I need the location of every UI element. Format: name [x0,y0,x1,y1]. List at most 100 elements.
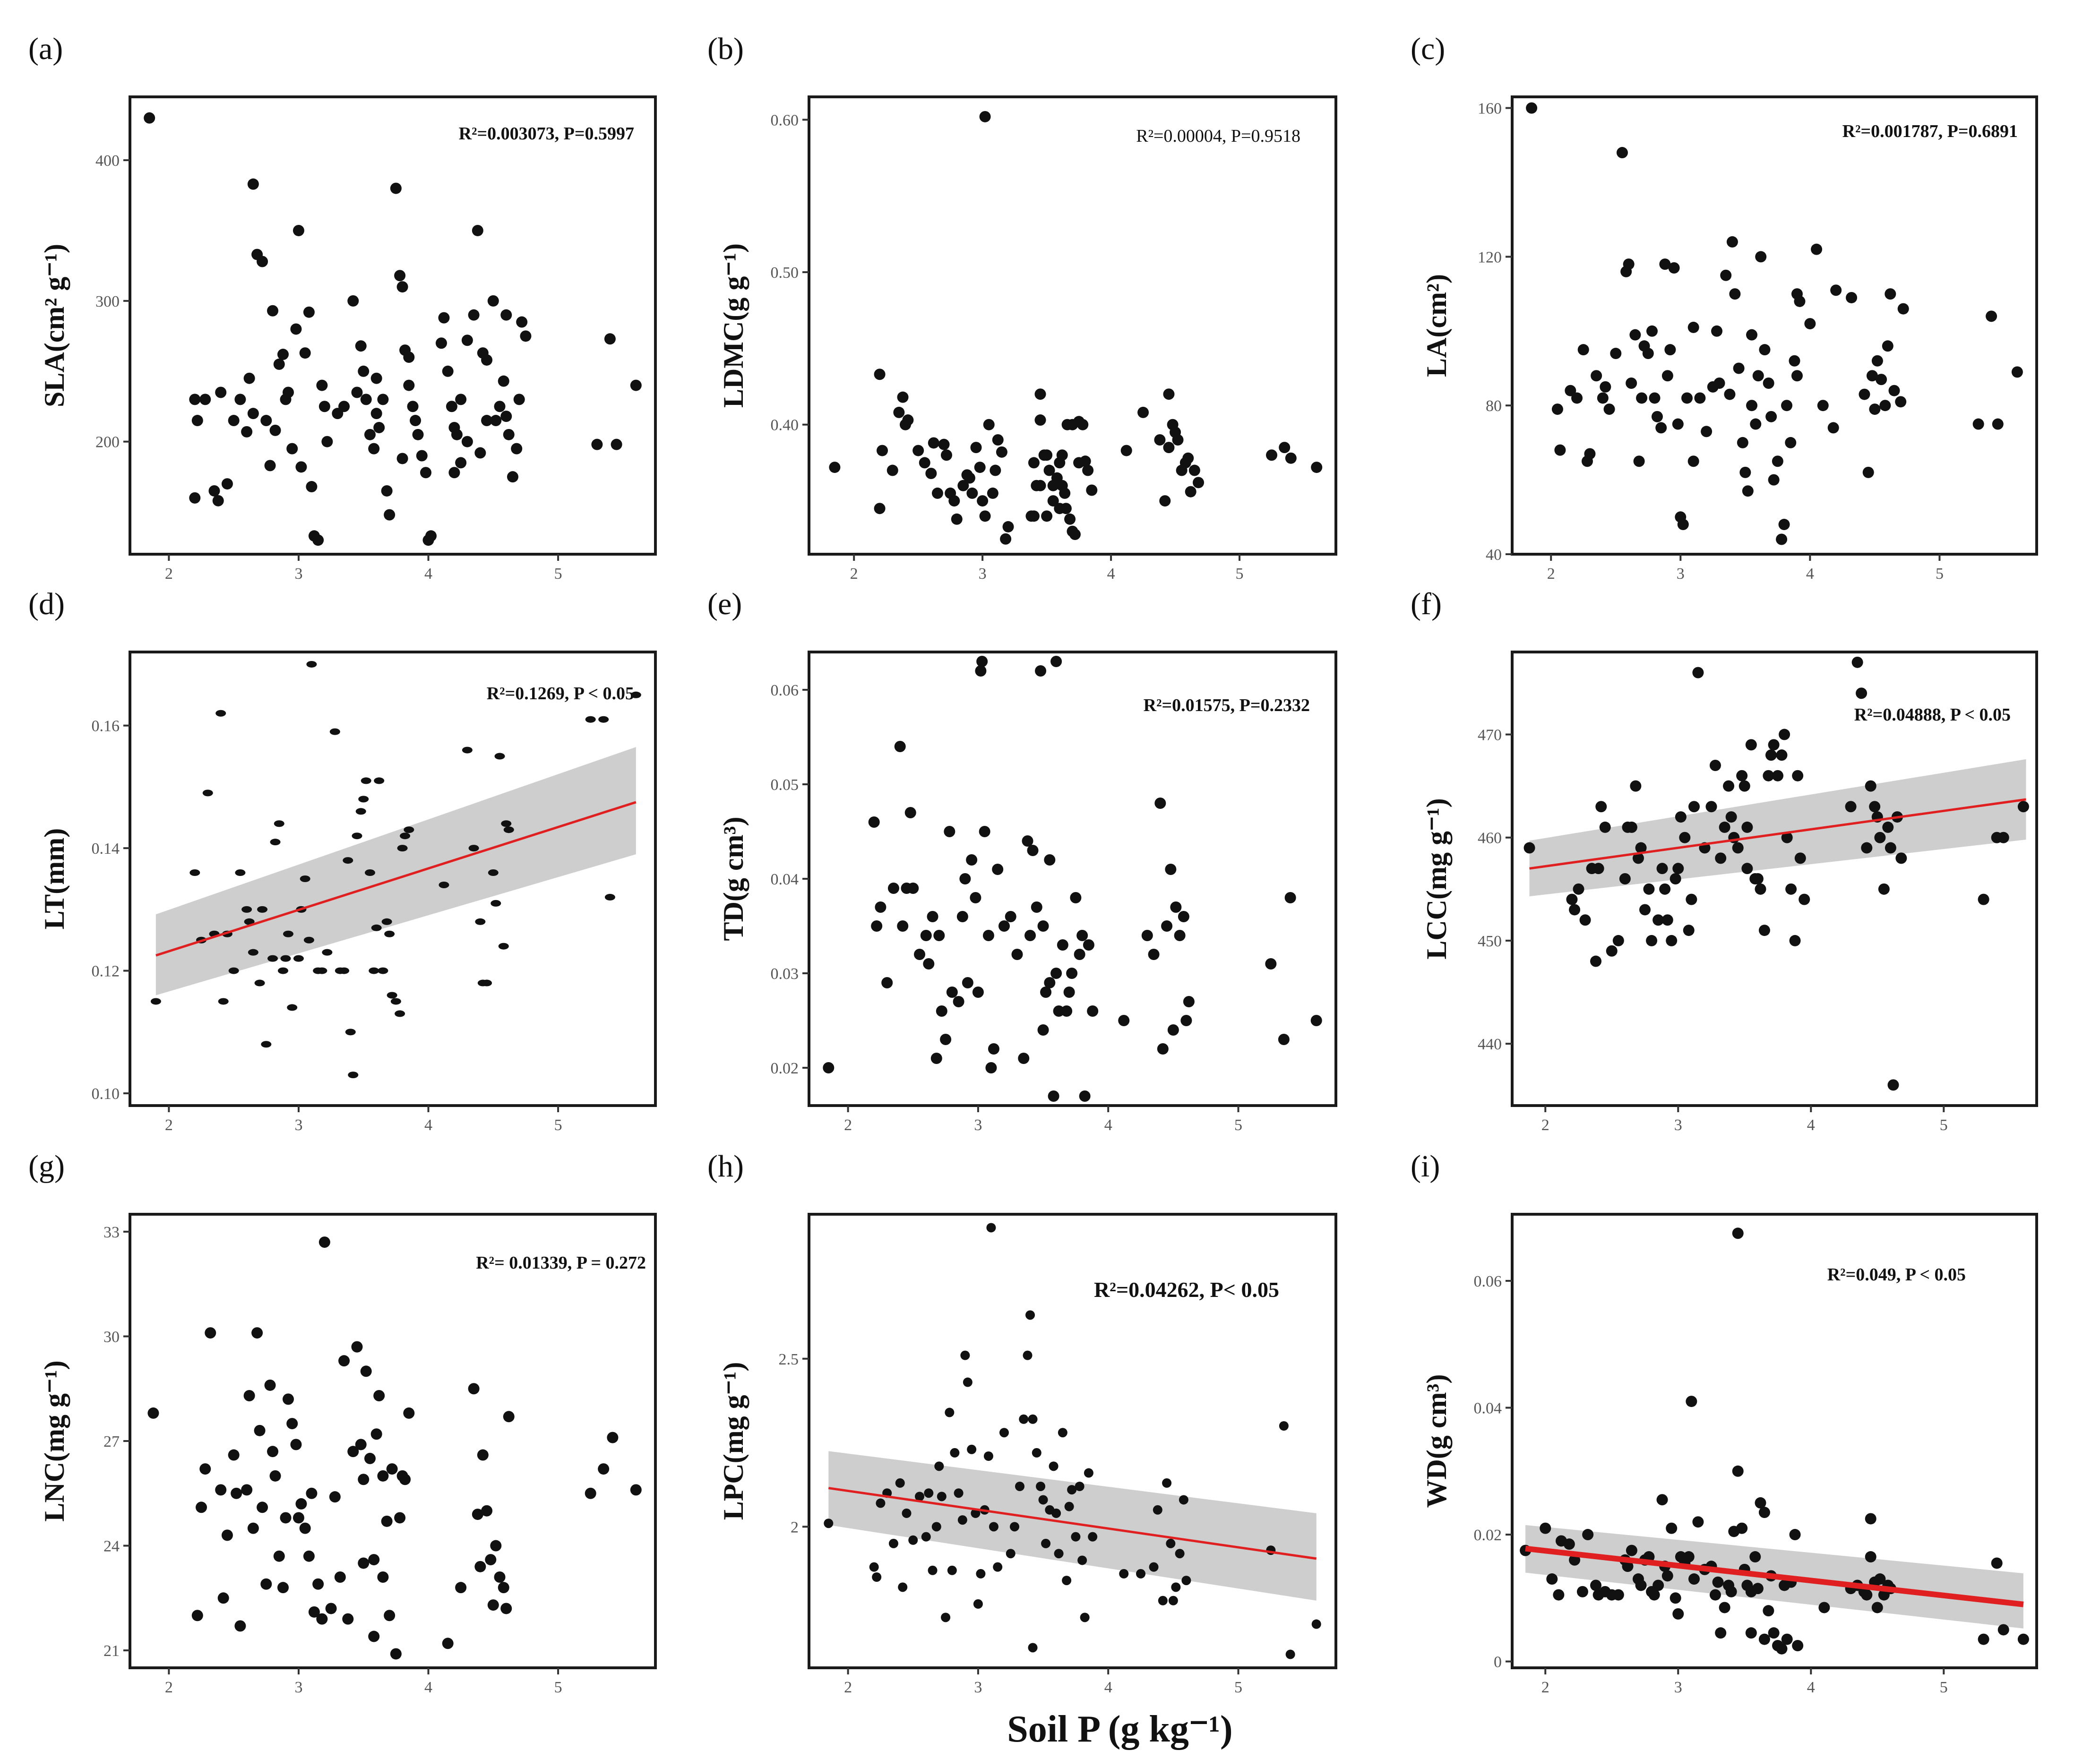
data-point [1041,1538,1051,1548]
data-point [1719,1602,1730,1613]
data-point [902,1508,912,1518]
x-tick-label: 2 [850,565,858,583]
data-point [270,839,281,846]
data-point [364,869,375,876]
data-point [481,415,493,427]
data-point [218,998,229,1005]
y-tick-label: 0.02 [1474,1527,1502,1544]
data-point [975,665,987,677]
data-point [494,401,506,412]
data-point [1675,811,1687,823]
data-point [317,967,327,974]
y-tick-label: 0.06 [1474,1273,1502,1290]
y-tick-label: 27 [103,1433,120,1450]
data-point [189,869,200,876]
data-point [360,1365,372,1377]
y-tick-label: 21 [103,1642,120,1660]
data-point [400,832,411,840]
data-point [2017,1633,2029,1645]
data-point [999,1428,1009,1438]
data-point [1056,449,1068,461]
data-point [1719,821,1730,833]
data-point [1034,388,1046,400]
data-point [927,911,938,922]
data-point [491,900,501,907]
data-point [217,1592,229,1604]
data-point [1141,930,1153,941]
data-point [1047,480,1059,491]
plot-frame [1511,95,2038,556]
data-point [1861,842,1873,854]
data-point [1633,455,1645,467]
data-point [1874,1573,1886,1585]
data-point [1050,656,1062,667]
data-point [1861,1589,1873,1601]
stat-annotation: R²=0.001787, P=0.6891 [1842,121,2018,141]
data-point [1041,449,1053,461]
data-point [286,1418,298,1430]
data-point [1661,1570,1673,1582]
data-point [1636,392,1648,404]
data-point [1599,821,1611,833]
data-point [1715,852,1727,864]
data-point [1048,1090,1059,1102]
data-point [472,224,483,236]
data-point [1629,329,1641,341]
data-point [481,354,493,366]
data-point [468,309,480,321]
data-point [1776,533,1788,545]
y-tick-label: 460 [1478,830,1502,847]
x-tick-label: 3 [1677,565,1685,583]
data-point [1876,374,1887,386]
data-point [1311,462,1323,473]
data-point [1076,930,1088,941]
data-point [396,453,408,464]
data-point [498,1582,509,1594]
data-point [874,503,886,515]
data-point [507,471,518,483]
data-point [404,826,414,833]
panel-letter: (e) [707,587,742,621]
data-point [1170,901,1182,913]
stat-annotation: R²=0.049, P < 0.05 [1827,1265,1966,1285]
data-point [871,920,883,932]
data-point [971,1508,981,1518]
data-point [1172,434,1184,446]
data-point [1061,1005,1073,1017]
data-point [1161,920,1173,932]
data-point [1672,1608,1684,1620]
data-point [1778,519,1790,531]
plot-frame [129,1213,657,1669]
data-point [1686,1396,1697,1407]
data-point [1755,251,1767,263]
data-point [972,987,984,998]
data-point [893,406,905,418]
data-point [1540,1522,1551,1534]
data-point [1070,892,1082,903]
data-point [377,1571,389,1583]
data-point [947,1565,957,1575]
data-point [501,820,512,827]
y-tick-label: 2.5 [779,1351,799,1368]
x-tick-label: 5 [1940,1679,1948,1696]
data-point [1672,863,1684,875]
y-tick-label: 33 [103,1224,120,1241]
data-point [933,930,945,941]
data-point [1157,1043,1169,1055]
data-point [874,369,886,380]
regression-line [1529,798,2026,870]
data-point [1758,925,1770,936]
data-point [1758,1507,1770,1519]
data-point [318,1236,330,1248]
data-point [1165,864,1177,875]
data-point [1646,935,1658,946]
data-point [983,1451,993,1461]
data-point [1616,147,1628,159]
data-point [267,305,279,317]
data-point [1661,914,1673,926]
data-point [243,372,255,384]
data-point [970,442,982,454]
data-point [1626,1544,1637,1556]
data-point [293,955,304,962]
data-point [2017,801,2029,813]
